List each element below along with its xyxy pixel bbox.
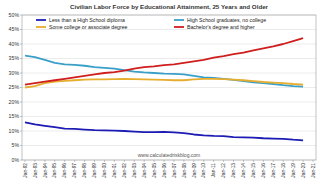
tick-mark bbox=[183, 160, 184, 162]
grid-line bbox=[22, 145, 316, 146]
tick-label: Jan-20 bbox=[301, 163, 306, 178]
tick-label: Jan-17 bbox=[271, 163, 276, 178]
plot-area bbox=[25, 38, 303, 140]
tick-label: Jan-02 bbox=[122, 163, 127, 178]
tick-label: Jan-03 bbox=[132, 163, 137, 178]
tick-label: Jan-07 bbox=[172, 163, 177, 178]
tick-label: Jan-00 bbox=[102, 163, 107, 178]
tick-mark bbox=[154, 160, 155, 162]
tick-mark bbox=[94, 160, 95, 162]
tick-label: Jan-96 bbox=[62, 163, 67, 178]
series-line bbox=[25, 122, 303, 140]
legend: Less than a High School diploma High Scho… bbox=[36, 17, 266, 30]
tick-label: Jan-06 bbox=[162, 163, 167, 178]
tick-label: 40% bbox=[9, 41, 20, 47]
tick-label: Jan-16 bbox=[261, 163, 266, 178]
grid-line bbox=[22, 102, 316, 103]
tick-label: 25% bbox=[9, 84, 20, 90]
tick-label: 30% bbox=[9, 70, 20, 76]
chart: Civilian Labor Force by Educational Atta… bbox=[0, 0, 320, 190]
tick-label: 15% bbox=[9, 113, 20, 119]
tick-label: 50% bbox=[9, 12, 20, 18]
series-line bbox=[25, 38, 303, 84]
tick-mark bbox=[223, 160, 224, 162]
tick-mark bbox=[283, 160, 284, 162]
legend-swatch bbox=[36, 19, 46, 21]
tick-label: Jan-92 bbox=[23, 163, 28, 178]
tick-label: Jan-97 bbox=[72, 163, 77, 178]
tick-mark bbox=[144, 160, 145, 162]
tick-mark bbox=[303, 160, 304, 162]
series-line bbox=[25, 56, 303, 87]
tick-label: Jan-21 bbox=[311, 163, 316, 178]
legend-swatch bbox=[174, 19, 184, 21]
tick-label: Jan-04 bbox=[142, 163, 147, 178]
tick-label: Jan-08 bbox=[182, 163, 187, 178]
tick-mark bbox=[193, 160, 194, 162]
tick-mark bbox=[44, 160, 45, 162]
tick-label: Jan-11 bbox=[211, 163, 216, 178]
legend-label: Some college or associate degree bbox=[49, 24, 128, 30]
tick-label: Jan-99 bbox=[92, 163, 97, 178]
tick-label: 10% bbox=[9, 128, 20, 134]
grid-line bbox=[22, 58, 316, 59]
tick-label: Jan-95 bbox=[52, 163, 57, 178]
plot-frame bbox=[22, 15, 316, 160]
tick-mark bbox=[213, 160, 214, 162]
tick-label: Jan-15 bbox=[251, 163, 256, 178]
tick-label: 35% bbox=[9, 55, 20, 61]
series-line bbox=[25, 79, 303, 88]
tick-label: 0% bbox=[12, 157, 20, 163]
grid-line bbox=[22, 87, 316, 88]
tick-label: Jan-12 bbox=[221, 163, 226, 178]
tick-mark bbox=[25, 160, 26, 162]
legend-swatch bbox=[174, 26, 184, 28]
tick-label: Jan-93 bbox=[33, 163, 38, 178]
tick-label: Jan-18 bbox=[281, 163, 286, 178]
grid-line bbox=[22, 44, 316, 45]
tick-mark bbox=[243, 160, 244, 162]
tick-mark bbox=[233, 160, 234, 162]
tick-label: Jan-94 bbox=[43, 163, 48, 178]
tick-mark bbox=[203, 160, 204, 162]
tick-mark bbox=[124, 160, 125, 162]
tick-label: 5% bbox=[12, 142, 20, 148]
tick-mark bbox=[253, 160, 254, 162]
tick-label: 45% bbox=[9, 26, 20, 32]
tick-mark bbox=[34, 160, 35, 162]
legend-label: Bachelor's degree and higher bbox=[187, 24, 255, 30]
tick-mark bbox=[173, 160, 174, 162]
tick-label: Jan-14 bbox=[241, 163, 246, 178]
tick-label: Jan-19 bbox=[291, 163, 296, 178]
tick-mark bbox=[273, 160, 274, 162]
grid-line bbox=[22, 116, 316, 117]
tick-mark bbox=[263, 160, 264, 162]
tick-mark bbox=[134, 160, 135, 162]
source: www.calculatedriskblog.com bbox=[138, 152, 201, 158]
tick-label: 20% bbox=[9, 99, 20, 105]
tick-label: Jan-13 bbox=[231, 163, 236, 178]
tick-mark bbox=[64, 160, 65, 162]
legend-swatch bbox=[36, 26, 46, 28]
tick-mark bbox=[84, 160, 85, 162]
title: Civilian Labor Force by Educational Atta… bbox=[70, 3, 269, 10]
tick-label: Jan-09 bbox=[192, 163, 197, 178]
tick-label: Jan-10 bbox=[201, 163, 206, 178]
tick-mark bbox=[104, 160, 105, 162]
tick-mark bbox=[164, 160, 165, 162]
tick-mark bbox=[74, 160, 75, 162]
legend-label: High School graduates, no college bbox=[187, 17, 266, 23]
tick-label: Jan-98 bbox=[82, 163, 87, 178]
tick-label: Jan-05 bbox=[152, 163, 157, 178]
tick-mark bbox=[293, 160, 294, 162]
background bbox=[0, 0, 320, 190]
tick-mark bbox=[313, 160, 314, 162]
tick-mark bbox=[114, 160, 115, 162]
tick-mark bbox=[54, 160, 55, 162]
tick-label: Jan-01 bbox=[112, 163, 117, 178]
legend-label: Less than a High School diploma bbox=[49, 17, 125, 23]
